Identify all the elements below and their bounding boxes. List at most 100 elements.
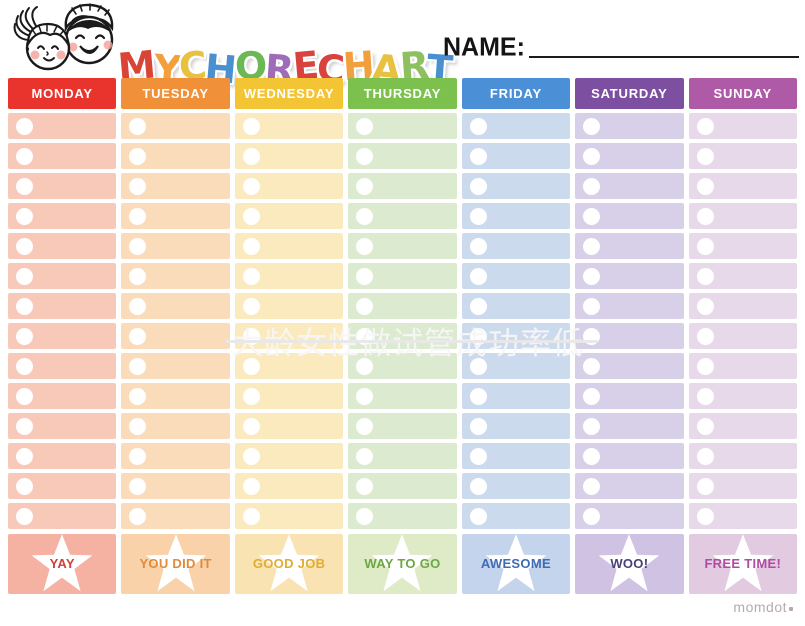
chore-checkbox-circle[interactable] bbox=[242, 147, 260, 165]
chore-checkbox-circle[interactable] bbox=[129, 447, 147, 465]
chore-checkbox-circle[interactable] bbox=[129, 387, 147, 405]
chore-checkbox-circle[interactable] bbox=[696, 507, 714, 525]
chore-checkbox-circle[interactable] bbox=[242, 267, 260, 285]
chore-checkbox-circle[interactable] bbox=[16, 477, 33, 495]
chore-checkbox-circle[interactable] bbox=[16, 417, 33, 435]
chore-checkbox-circle[interactable] bbox=[129, 237, 147, 255]
chore-checkbox-circle[interactable] bbox=[16, 447, 33, 465]
chore-checkbox-circle[interactable] bbox=[129, 207, 147, 225]
chore-checkbox-circle[interactable] bbox=[469, 477, 487, 495]
chore-checkbox-circle[interactable] bbox=[16, 357, 33, 375]
chore-checkbox-circle[interactable] bbox=[469, 177, 487, 195]
chore-checkbox-circle[interactable] bbox=[469, 357, 487, 375]
chore-checkbox-circle[interactable] bbox=[696, 177, 714, 195]
chore-checkbox-circle[interactable] bbox=[469, 207, 487, 225]
chore-checkbox-circle[interactable] bbox=[16, 117, 33, 135]
chore-checkbox-circle[interactable] bbox=[356, 507, 374, 525]
chore-checkbox-circle[interactable] bbox=[356, 237, 374, 255]
chore-checkbox-circle[interactable] bbox=[356, 177, 374, 195]
chore-checkbox-circle[interactable] bbox=[469, 417, 487, 435]
chore-row bbox=[688, 293, 797, 319]
chore-checkbox-circle[interactable] bbox=[469, 507, 487, 525]
chore-checkbox-circle[interactable] bbox=[129, 147, 147, 165]
chore-checkbox-circle[interactable] bbox=[356, 477, 374, 495]
chore-checkbox-circle[interactable] bbox=[242, 387, 260, 405]
chore-checkbox-circle[interactable] bbox=[356, 207, 374, 225]
chore-checkbox-circle[interactable] bbox=[129, 507, 147, 525]
chore-checkbox-circle[interactable] bbox=[696, 387, 714, 405]
chore-checkbox-circle[interactable] bbox=[696, 327, 714, 345]
chore-checkbox-circle[interactable] bbox=[583, 477, 601, 495]
chore-checkbox-circle[interactable] bbox=[583, 267, 601, 285]
chore-checkbox-circle[interactable] bbox=[583, 447, 601, 465]
chore-checkbox-circle[interactable] bbox=[242, 357, 260, 375]
chore-checkbox-circle[interactable] bbox=[16, 507, 33, 525]
chore-checkbox-circle[interactable] bbox=[469, 267, 487, 285]
chore-checkbox-circle[interactable] bbox=[356, 267, 374, 285]
chore-checkbox-circle[interactable] bbox=[583, 327, 601, 345]
chore-checkbox-circle[interactable] bbox=[129, 477, 147, 495]
chore-checkbox-circle[interactable] bbox=[696, 207, 714, 225]
chore-checkbox-circle[interactable] bbox=[469, 237, 487, 255]
chore-checkbox-circle[interactable] bbox=[696, 267, 714, 285]
chore-checkbox-circle[interactable] bbox=[16, 267, 33, 285]
chore-checkbox-circle[interactable] bbox=[129, 267, 147, 285]
chore-checkbox-circle[interactable] bbox=[469, 387, 487, 405]
chore-checkbox-circle[interactable] bbox=[242, 117, 260, 135]
chore-checkbox-circle[interactable] bbox=[129, 417, 147, 435]
chore-checkbox-circle[interactable] bbox=[356, 387, 374, 405]
chore-checkbox-circle[interactable] bbox=[469, 147, 487, 165]
chore-checkbox-circle[interactable] bbox=[696, 147, 714, 165]
chore-checkbox-circle[interactable] bbox=[583, 387, 601, 405]
chore-checkbox-circle[interactable] bbox=[696, 297, 714, 315]
chore-checkbox-circle[interactable] bbox=[469, 327, 487, 345]
chore-checkbox-circle[interactable] bbox=[696, 237, 714, 255]
chore-checkbox-circle[interactable] bbox=[356, 447, 374, 465]
chore-checkbox-circle[interactable] bbox=[583, 507, 601, 525]
chore-checkbox-circle[interactable] bbox=[469, 297, 487, 315]
chore-checkbox-circle[interactable] bbox=[696, 117, 714, 135]
chore-checkbox-circle[interactable] bbox=[242, 207, 260, 225]
chore-checkbox-circle[interactable] bbox=[16, 177, 33, 195]
chore-checkbox-circle[interactable] bbox=[242, 507, 260, 525]
chore-checkbox-circle[interactable] bbox=[356, 117, 374, 135]
chore-checkbox-circle[interactable] bbox=[356, 147, 374, 165]
chore-checkbox-circle[interactable] bbox=[583, 237, 601, 255]
chore-checkbox-circle[interactable] bbox=[129, 177, 147, 195]
chore-checkbox-circle[interactable] bbox=[356, 357, 374, 375]
chore-checkbox-circle[interactable] bbox=[696, 417, 714, 435]
chore-checkbox-circle[interactable] bbox=[469, 117, 487, 135]
chore-checkbox-circle[interactable] bbox=[583, 147, 601, 165]
chore-checkbox-circle[interactable] bbox=[583, 417, 601, 435]
chore-checkbox-circle[interactable] bbox=[469, 447, 487, 465]
chore-checkbox-circle[interactable] bbox=[583, 357, 601, 375]
chore-checkbox-circle[interactable] bbox=[696, 357, 714, 375]
chore-checkbox-circle[interactable] bbox=[242, 237, 260, 255]
chore-checkbox-circle[interactable] bbox=[16, 207, 33, 225]
chore-checkbox-circle[interactable] bbox=[129, 297, 147, 315]
chore-checkbox-circle[interactable] bbox=[242, 447, 260, 465]
chore-checkbox-circle[interactable] bbox=[583, 177, 601, 195]
chore-checkbox-circle[interactable] bbox=[583, 297, 601, 315]
chore-checkbox-circle[interactable] bbox=[696, 447, 714, 465]
name-input-line[interactable] bbox=[528, 56, 799, 58]
chore-checkbox-circle[interactable] bbox=[16, 327, 33, 345]
chore-checkbox-circle[interactable] bbox=[16, 147, 33, 165]
chore-checkbox-circle[interactable] bbox=[16, 387, 33, 405]
chore-checkbox-circle[interactable] bbox=[129, 327, 147, 345]
chore-checkbox-circle[interactable] bbox=[583, 207, 601, 225]
chore-checkbox-circle[interactable] bbox=[16, 237, 33, 255]
chore-checkbox-circle[interactable] bbox=[356, 297, 374, 315]
chore-checkbox-circle[interactable] bbox=[356, 417, 374, 435]
chore-checkbox-circle[interactable] bbox=[242, 177, 260, 195]
chore-checkbox-circle[interactable] bbox=[583, 117, 601, 135]
chore-checkbox-circle[interactable] bbox=[356, 327, 374, 345]
chore-checkbox-circle[interactable] bbox=[129, 357, 147, 375]
chore-checkbox-circle[interactable] bbox=[242, 327, 260, 345]
chore-checkbox-circle[interactable] bbox=[696, 477, 714, 495]
chore-checkbox-circle[interactable] bbox=[16, 297, 33, 315]
chore-checkbox-circle[interactable] bbox=[129, 117, 147, 135]
chore-checkbox-circle[interactable] bbox=[242, 477, 260, 495]
chore-checkbox-circle[interactable] bbox=[242, 417, 260, 435]
chore-checkbox-circle[interactable] bbox=[242, 297, 260, 315]
